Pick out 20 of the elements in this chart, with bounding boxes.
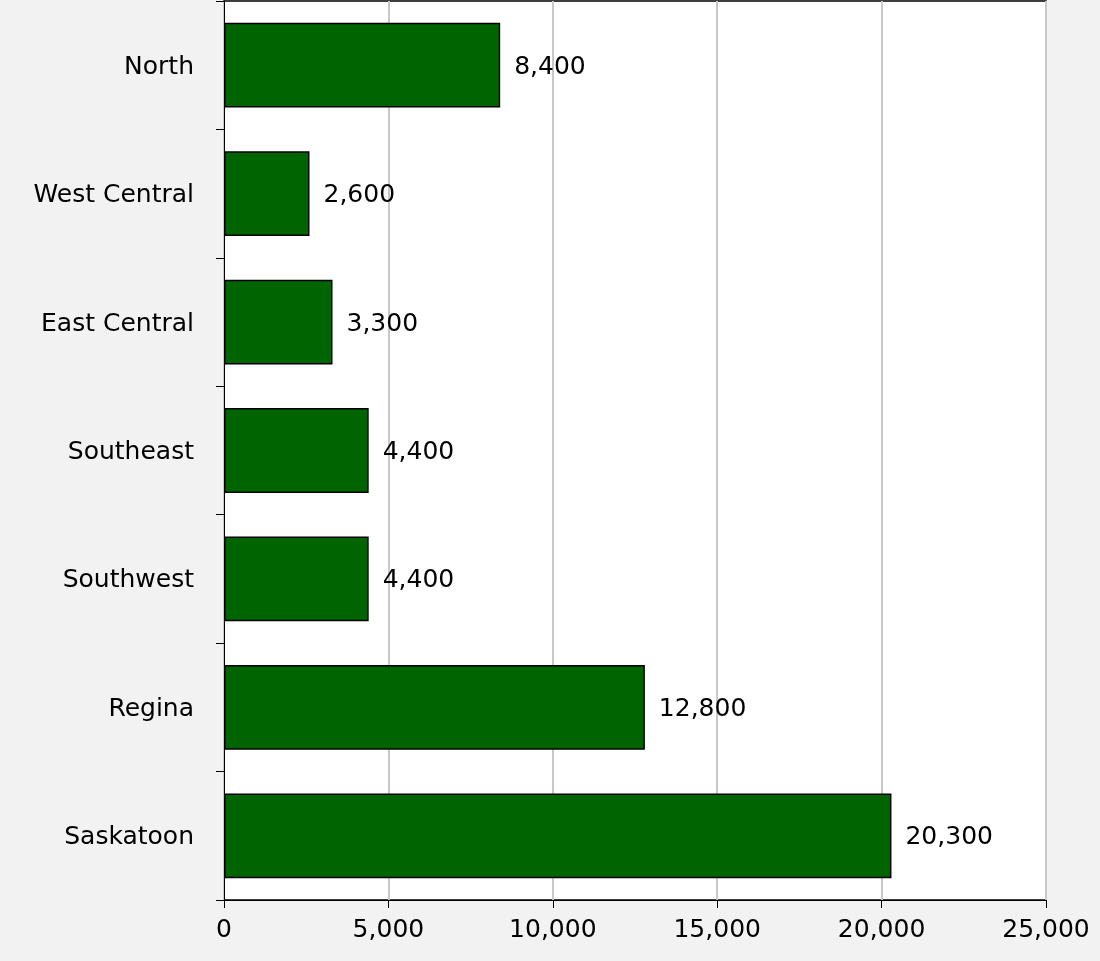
y-tick-label: Southeast [67, 436, 195, 465]
y-tick-label: North [124, 50, 194, 80]
x-tick-label: 5,000 [352, 914, 425, 943]
x-tick-label: 20,000 [837, 914, 926, 943]
y-tick-label: West Central [33, 179, 194, 209]
data-label: 2,600 [323, 179, 396, 209]
y-tick-label: Saskatoon [64, 821, 194, 851]
x-tick-label: 25,000 [1002, 914, 1090, 943]
data-label: 4,400 [382, 436, 455, 465]
x-tick-label: 0 [216, 914, 232, 943]
data-label: 12,800 [658, 692, 747, 722]
x-tick-label: 15,000 [673, 914, 761, 943]
data-label: 4,400 [382, 564, 455, 594]
y-tick-label: East Central [41, 307, 194, 337]
data-label: 8,400 [514, 50, 586, 80]
x-tick-label: 10,000 [509, 914, 597, 943]
y-tick-label: Regina [108, 692, 194, 722]
data-label: 3,300 [346, 307, 419, 337]
y-tick-label: Southwest [62, 564, 195, 594]
data-label: 20,300 [905, 821, 993, 851]
